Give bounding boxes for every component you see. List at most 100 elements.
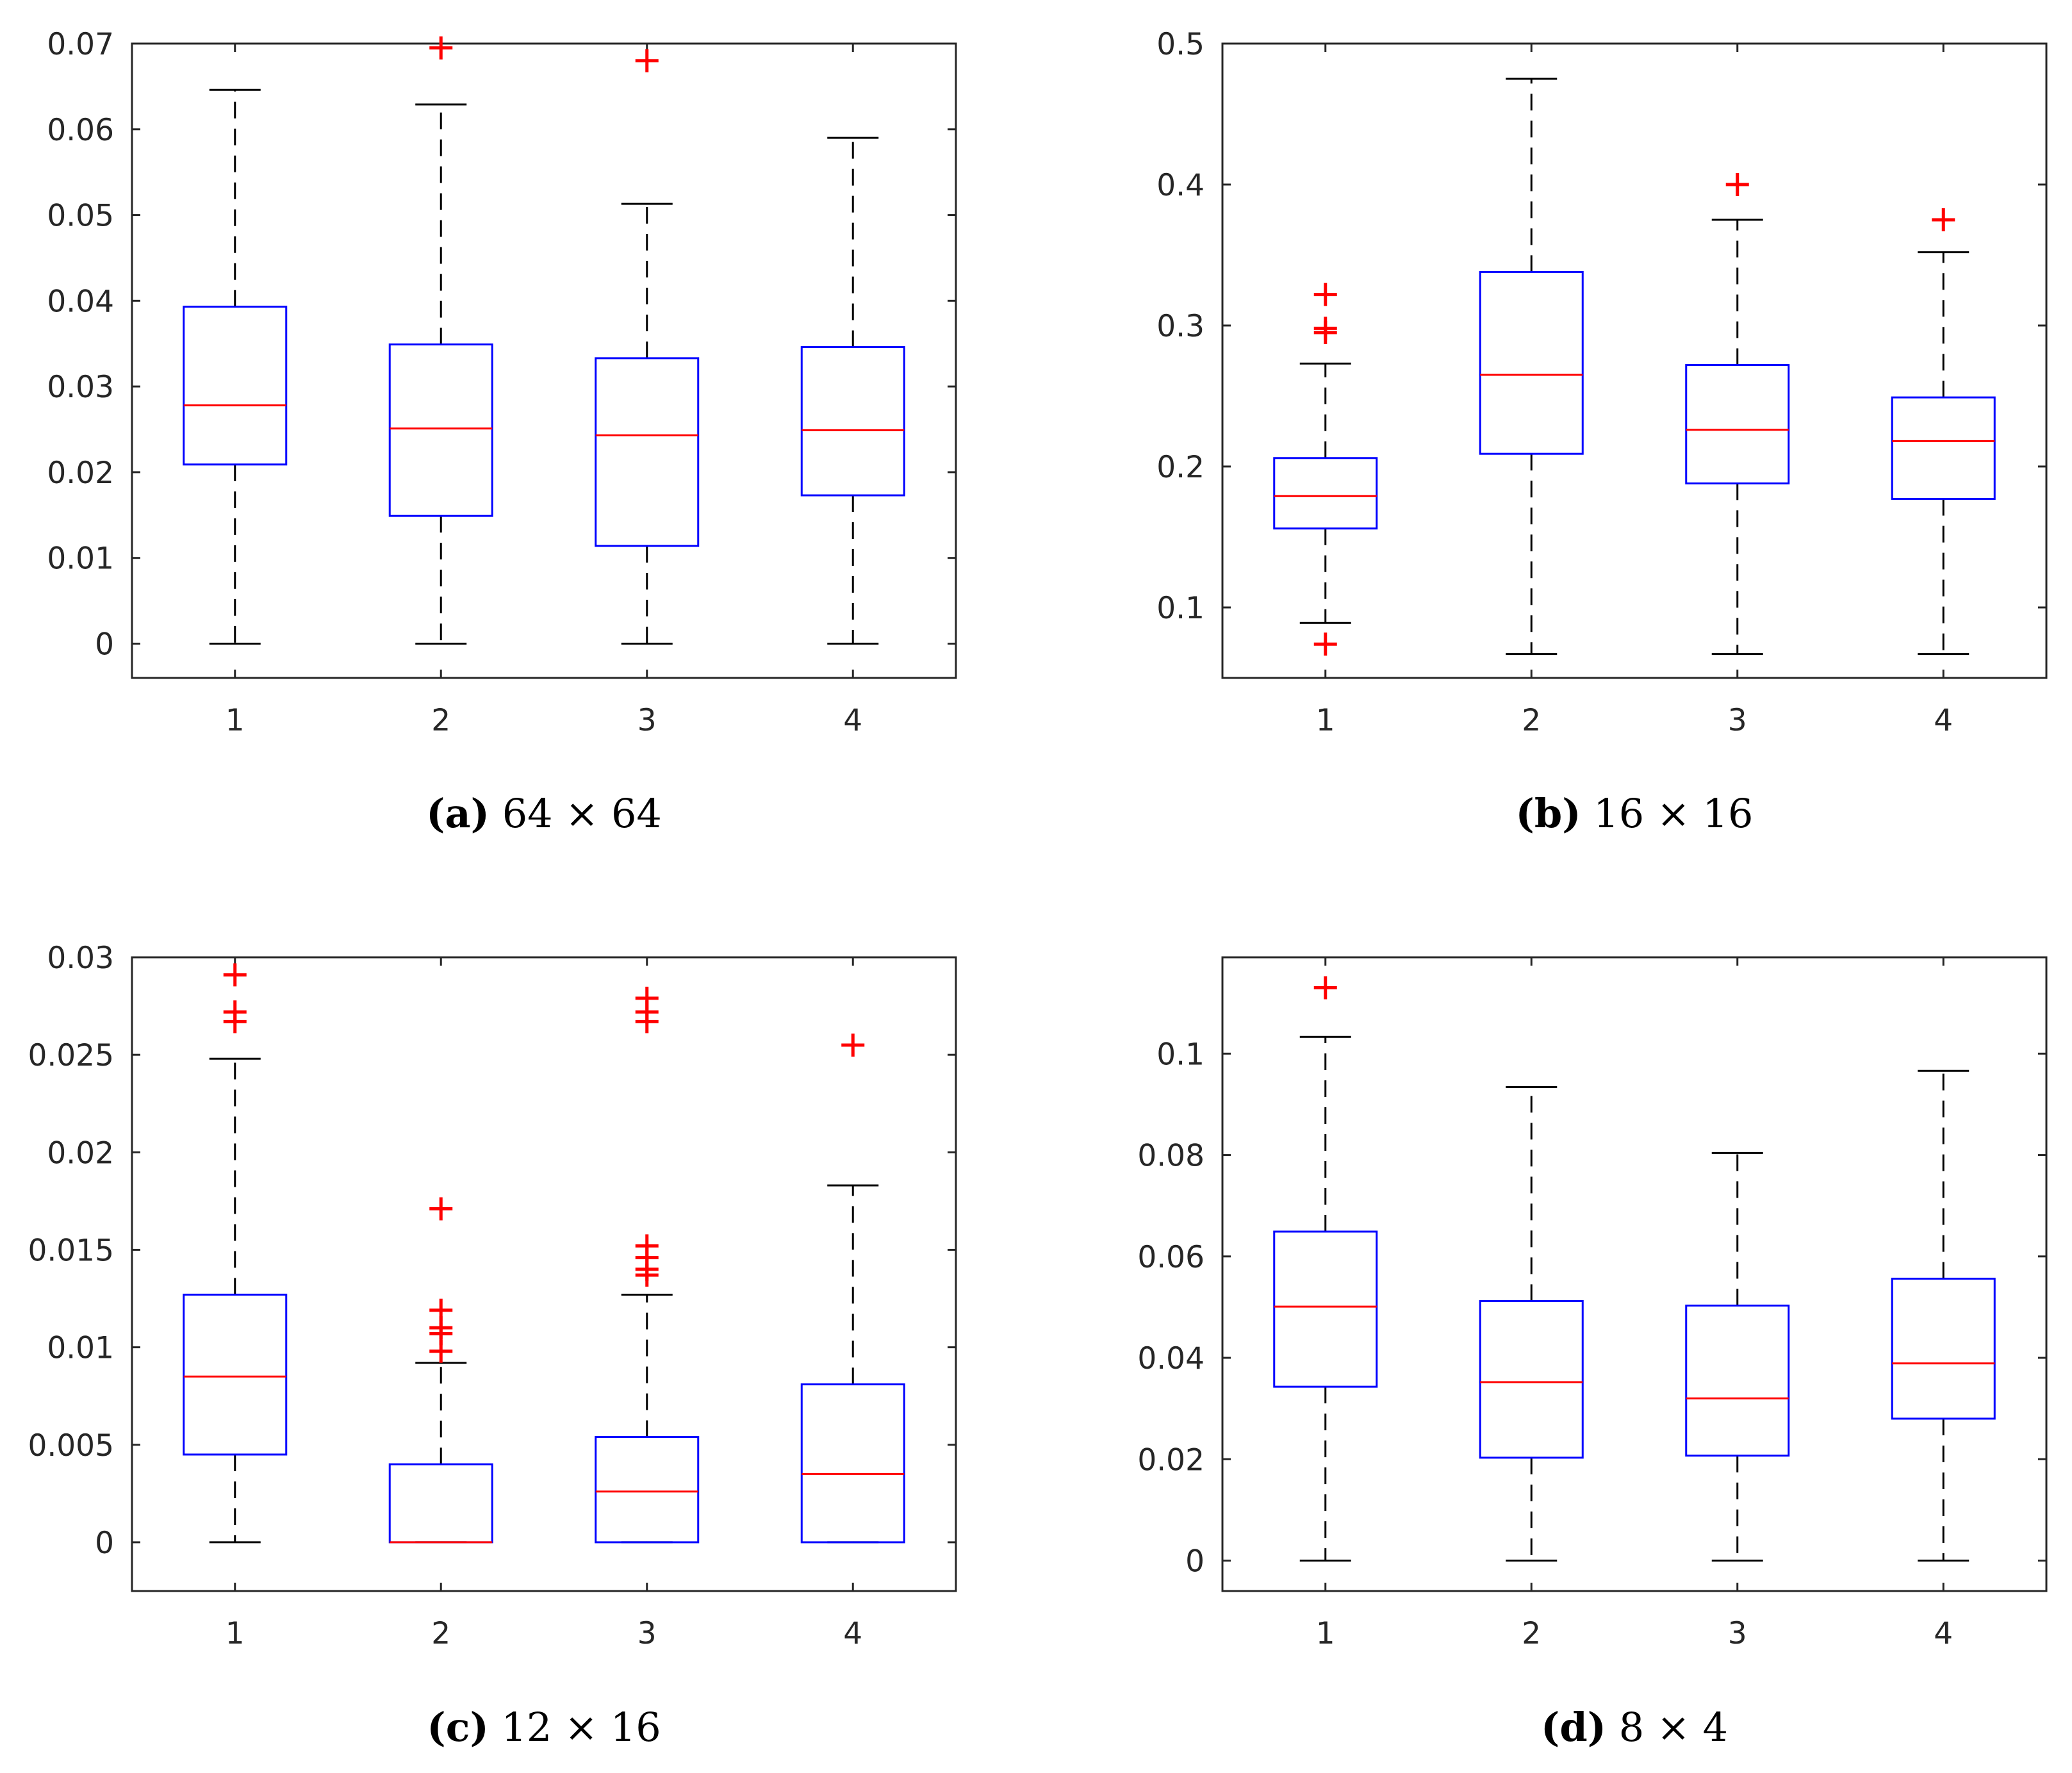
x-tick-label: 3 xyxy=(637,1616,657,1651)
x-tick-label: 3 xyxy=(1728,703,1747,738)
y-tick-label: 0.03 xyxy=(47,370,114,405)
axes-frame xyxy=(131,956,957,1592)
y-tick-label: 0.02 xyxy=(47,456,114,491)
box-group-3 xyxy=(595,49,700,645)
panel-a: 0 0.01 0.02 0.03 0.04 0.05 0.06 0.07 1 2 3 4 (a) 64 … xyxy=(47,27,957,837)
outlier-marker xyxy=(429,1197,453,1221)
x-tick-label: 1 xyxy=(226,703,245,738)
panel-b: 0.1 0.2 0.3 0.4 0.5 1 2 3 4 (b) 16 × 16 xyxy=(1156,27,2048,837)
box xyxy=(800,1383,905,1544)
caption-letter: (b) xyxy=(1516,790,1581,837)
outlier-marker xyxy=(635,986,659,1010)
outlier-marker xyxy=(1313,283,1337,306)
box xyxy=(1891,396,1996,500)
box xyxy=(388,1463,493,1544)
y-tick-label: 0 xyxy=(95,1526,114,1561)
box xyxy=(1685,1305,1790,1457)
x-tick-label: 3 xyxy=(1728,1616,1747,1651)
box xyxy=(595,1436,700,1544)
y-tick-label: 0.2 xyxy=(1156,450,1205,485)
x-tick-label: 2 xyxy=(1522,703,1541,738)
axes-frame xyxy=(1221,956,2048,1592)
box xyxy=(1479,1299,1584,1459)
x-tick-label: 4 xyxy=(843,1616,862,1651)
box-group-2 xyxy=(1479,1086,1584,1562)
box xyxy=(595,357,700,547)
panel-caption: (d) 8 × 4 xyxy=(1541,1704,1728,1751)
box-group-4 xyxy=(1891,208,1996,656)
box-group-1 xyxy=(1273,283,1378,656)
box-group-1 xyxy=(183,88,288,645)
y-tick-label: 0.3 xyxy=(1156,309,1205,344)
y-tick-label: 0.1 xyxy=(1156,1037,1205,1072)
y-tick-label: 0 xyxy=(95,627,114,662)
box xyxy=(1891,1278,1996,1420)
y-tick-label: 0.04 xyxy=(1137,1341,1205,1376)
y-tick-label: 0.01 xyxy=(47,541,114,577)
box-group-4 xyxy=(800,1033,905,1544)
y-tick-label: 0.025 xyxy=(28,1038,114,1073)
caption-letter: (d) xyxy=(1541,1704,1606,1751)
box-group-1 xyxy=(1273,976,1378,1562)
box xyxy=(183,1293,288,1456)
y-tick-label: 0.05 xyxy=(47,199,114,234)
caption-size: 64 × 64 xyxy=(489,790,662,837)
box-group-3 xyxy=(595,986,700,1544)
y-tick-label: 0.4 xyxy=(1156,168,1205,203)
outlier-marker xyxy=(841,1033,865,1057)
caption-size: 16 × 16 xyxy=(1581,790,1754,837)
x-tick-label: 4 xyxy=(1934,703,1953,738)
x-tick-label: 1 xyxy=(1316,1616,1335,1651)
panel-caption: (a) 64 × 64 xyxy=(426,790,662,837)
axes-frame xyxy=(1221,42,2048,679)
outlier-marker xyxy=(1313,317,1337,340)
outlier-marker xyxy=(1313,976,1337,1000)
panel-caption: (c) 12 × 16 xyxy=(427,1704,661,1751)
box-group-1 xyxy=(183,963,288,1544)
x-tick-label: 2 xyxy=(431,1616,450,1651)
caption-size: 12 × 16 xyxy=(489,1704,661,1751)
box xyxy=(800,346,905,497)
panel-d: 0 0.02 0.04 0.06 0.08 0.1 1 2 3 4 (d) 8 × 4 xyxy=(1137,956,2048,1751)
x-tick-label: 1 xyxy=(226,1616,245,1651)
outlier-marker xyxy=(635,49,659,72)
box xyxy=(1273,1230,1378,1388)
x-tick-label: 4 xyxy=(843,703,862,738)
panel-c: 0 0.005 0.01 0.015 0.02 0.025 0.03 1 2 3 4 (c) 12 ×… xyxy=(28,941,957,1751)
panel-caption: (b) 16 × 16 xyxy=(1516,790,1754,837)
y-tick-label: 0.02 xyxy=(1137,1442,1205,1478)
outlier-marker xyxy=(635,1234,659,1258)
y-tick-label: 0.01 xyxy=(47,1331,114,1366)
y-tick-label: 0.1 xyxy=(1156,591,1205,626)
box-group-4 xyxy=(1891,1069,1996,1562)
caption-letter: (c) xyxy=(427,1704,488,1751)
box-group-2 xyxy=(388,1197,493,1544)
caption-letter: (a) xyxy=(426,790,489,837)
outlier-marker xyxy=(429,1298,453,1322)
y-tick-label: 0 xyxy=(1185,1544,1205,1579)
y-tick-label: 0.005 xyxy=(28,1428,114,1464)
box-group-4 xyxy=(800,136,905,645)
y-tick-label: 0.06 xyxy=(1137,1240,1205,1275)
y-tick-label: 0.03 xyxy=(47,941,114,976)
box xyxy=(1273,457,1378,530)
x-tick-label: 4 xyxy=(1934,1616,1953,1651)
box-group-3 xyxy=(1685,1151,1790,1562)
outlier-marker xyxy=(223,963,247,987)
y-tick-label: 0.08 xyxy=(1137,1139,1205,1174)
y-tick-label: 0.06 xyxy=(47,113,114,148)
box xyxy=(1479,270,1584,455)
box xyxy=(183,306,288,466)
box xyxy=(388,343,493,517)
axes-frame xyxy=(131,42,957,679)
outlier-marker xyxy=(1932,208,1955,231)
x-tick-label: 2 xyxy=(1522,1616,1541,1651)
y-tick-label: 0.02 xyxy=(47,1135,114,1171)
box xyxy=(1685,364,1790,484)
box-group-3 xyxy=(1685,173,1790,656)
x-tick-label: 3 xyxy=(637,703,657,738)
y-tick-label: 0.07 xyxy=(47,27,114,62)
caption-size: 8 × 4 xyxy=(1606,1704,1728,1751)
box-group-2 xyxy=(1479,78,1584,656)
